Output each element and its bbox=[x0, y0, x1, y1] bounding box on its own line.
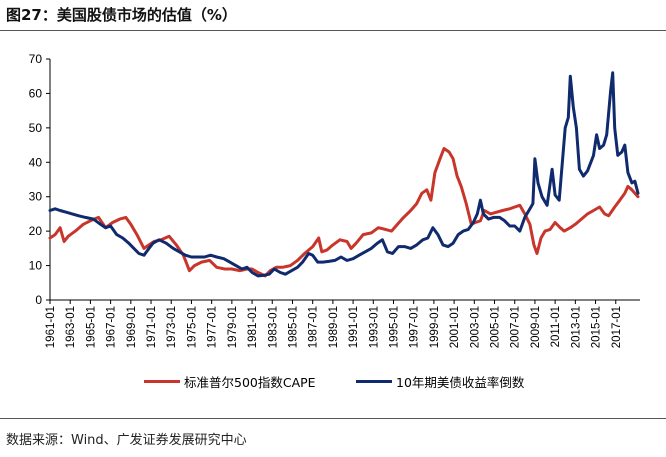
x-tick-label: 1973-01 bbox=[166, 306, 178, 348]
x-tick-label: 1961-01 bbox=[45, 306, 57, 348]
title-rule bbox=[0, 30, 666, 31]
x-tick-label: 2003-01 bbox=[469, 306, 481, 348]
x-tick-label: 1983-01 bbox=[267, 306, 279, 348]
x-tick-label: 1979-01 bbox=[227, 306, 239, 348]
legend-label-cape: 标准普尔500指数CAPE bbox=[184, 375, 316, 390]
y-tick-label: 70 bbox=[29, 52, 43, 66]
x-tick-label: 1971-01 bbox=[146, 306, 158, 348]
x-tick-label: 2015-01 bbox=[591, 306, 603, 348]
legend-swatch-cape bbox=[144, 380, 180, 383]
x-tick-label: 1999-01 bbox=[429, 306, 441, 348]
x-tick-label: 1969-01 bbox=[126, 306, 138, 348]
x-tick-label: 1991-01 bbox=[348, 306, 360, 348]
x-tick-label: 2013-01 bbox=[570, 306, 582, 348]
y-tick-label: 30 bbox=[29, 190, 43, 204]
x-tick-label: 1963-01 bbox=[65, 306, 77, 348]
series-line-bond-yield bbox=[48, 71, 640, 278]
source-rule bbox=[0, 418, 666, 419]
x-tick-label: 2011-01 bbox=[550, 306, 562, 347]
y-tick-label: 50 bbox=[29, 121, 43, 135]
legend-item-bond-yield: 10年期美债收益率倒数 bbox=[356, 372, 524, 391]
chart-legend: 标准普尔500指数CAPE 10年期美债收益率倒数 bbox=[0, 372, 666, 392]
x-tick-label: 1977-01 bbox=[207, 306, 219, 348]
x-tick-label: 1993-01 bbox=[368, 306, 380, 348]
x-tick-label: 1995-01 bbox=[388, 306, 400, 348]
y-tick-label: 40 bbox=[29, 155, 43, 169]
legend-item-cape: 标准普尔500指数CAPE bbox=[144, 372, 316, 391]
y-tick-label: 0 bbox=[35, 293, 42, 307]
legend-label-bond-yield: 10年期美债收益率倒数 bbox=[396, 375, 525, 390]
y-tick-label: 10 bbox=[29, 259, 43, 273]
source-note: 数据来源：Wind、广发证券发展研究中心 bbox=[6, 433, 247, 448]
x-tick-label: 1987-01 bbox=[308, 306, 320, 348]
x-tick-label: 1975-01 bbox=[186, 306, 198, 348]
y-tick-label: 20 bbox=[29, 224, 43, 238]
x-tick-label: 1967-01 bbox=[106, 306, 118, 348]
x-tick-label: 2005-01 bbox=[490, 306, 502, 348]
x-tick-label: 2017-01 bbox=[611, 306, 623, 348]
series-line-cape bbox=[48, 147, 640, 278]
figure-title: 图27：美国股债市场的估值（%） bbox=[6, 6, 237, 24]
legend-swatch-bond-yield bbox=[356, 380, 392, 383]
y-tick-label: 60 bbox=[29, 86, 43, 100]
x-tick-label: 1981-01 bbox=[247, 306, 259, 348]
x-tick-label: 2009-01 bbox=[530, 306, 542, 348]
x-tick-label: 1989-01 bbox=[328, 306, 340, 348]
x-tick-label: 1985-01 bbox=[287, 306, 299, 348]
line-chart: 0 10 20 30 40 50 60 70 1961-01 1963-01 1965-01 1967… bbox=[29, 52, 640, 348]
x-tick-label: 2007-01 bbox=[510, 306, 522, 348]
x-tick-label: 1997-01 bbox=[409, 306, 421, 348]
x-tick-label: 1965-01 bbox=[85, 306, 97, 348]
x-tick-label: 2001-01 bbox=[449, 306, 461, 348]
